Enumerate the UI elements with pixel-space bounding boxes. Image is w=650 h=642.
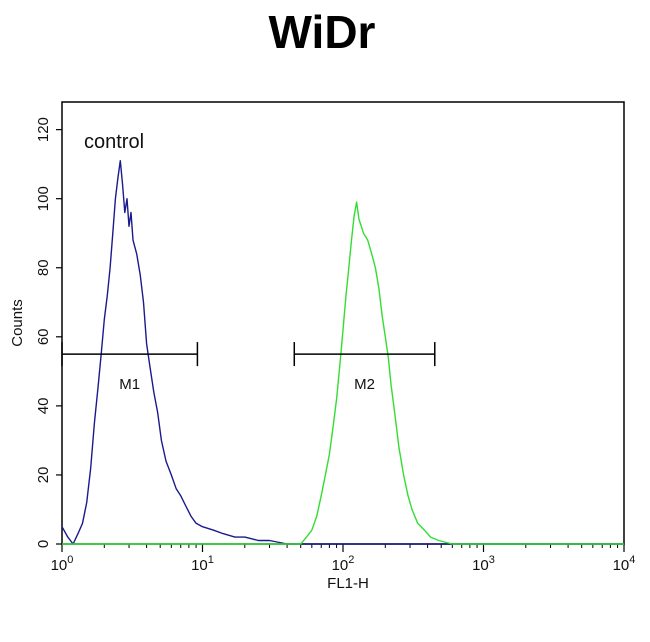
gate-label: M2 <box>354 376 375 393</box>
histogram-series-2 <box>62 201 624 545</box>
y-axis: 0 20 40 60 80 100 120 <box>35 117 62 548</box>
y-tick-label: 100 <box>35 186 52 211</box>
histogram-series-1 <box>61 159 624 545</box>
y-tick-label: 120 <box>35 117 52 142</box>
gate-label: M1 <box>119 376 140 393</box>
x-tick-label: 100 <box>51 554 74 574</box>
control-annotation: control <box>84 131 144 153</box>
x-tick-label: 102 <box>332 554 355 574</box>
y-tick-label: 40 <box>35 398 52 415</box>
gate-marker-m1: M1 <box>61 342 199 393</box>
y-tick-label: 60 <box>35 328 52 345</box>
marker-layer: M1 M2 <box>61 342 436 393</box>
y-tick-label: 20 <box>35 467 52 484</box>
gate-marker-m2: M2 <box>293 342 436 393</box>
y-axis-label: Counts <box>9 299 26 347</box>
y-tick-label: 0 <box>35 540 52 548</box>
x-tick-label: 104 <box>613 554 636 574</box>
y-tick-label: 80 <box>35 259 52 276</box>
x-axis: 100 101 102 103 104 <box>51 544 636 574</box>
chart-title: WiDr <box>269 6 376 58</box>
x-axis-label: FL1-H <box>327 575 369 592</box>
x-tick-label: 103 <box>472 554 495 574</box>
series-layer <box>61 159 624 545</box>
x-tick-label: 101 <box>191 554 214 574</box>
